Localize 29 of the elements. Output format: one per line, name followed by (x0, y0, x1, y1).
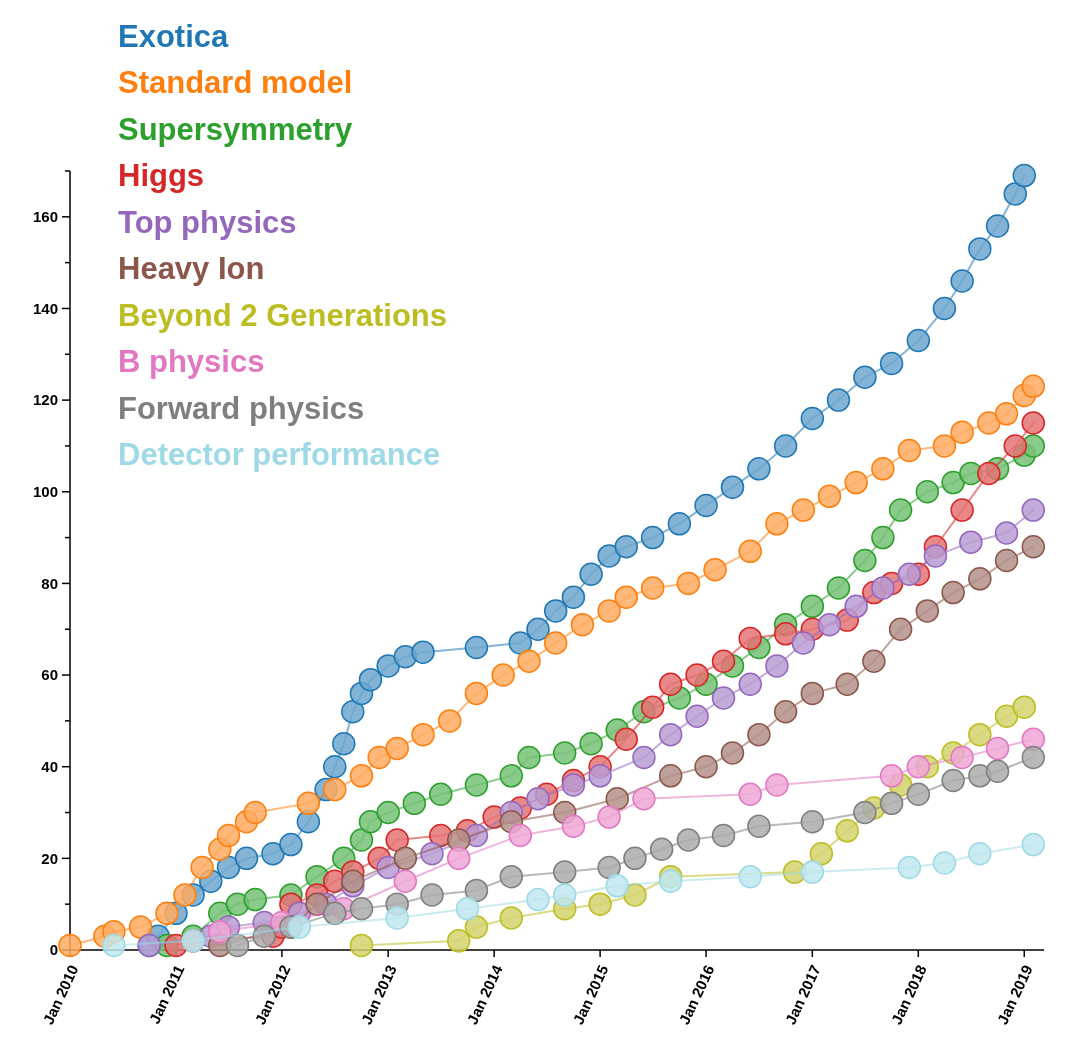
text: Forward physics (118, 390, 365, 426)
y-tick-label: 160 (32, 208, 58, 226)
x-tick-label: Jan 2019 (993, 962, 1036, 1027)
y-tick-label: 20 (41, 849, 58, 867)
text: Top physics (118, 204, 297, 240)
text: B physics (118, 344, 265, 380)
y-tick-label: 0 (49, 941, 58, 959)
y-tick-label: 100 (32, 483, 58, 501)
x-tick-label: Jan 2015 (569, 962, 612, 1027)
y-tick-label: 140 (32, 299, 58, 317)
text: Detector performance (118, 437, 441, 473)
y-tick-label: 40 (41, 757, 58, 775)
text: Beyond 2 Generations (118, 297, 448, 333)
x-tick-label: Jan 2018 (887, 962, 930, 1027)
x-tick-label: Jan 2014 (463, 961, 506, 1027)
x-tick-label: Jan 2011 (145, 962, 188, 1027)
x-tick-label: Jan 2010 (39, 962, 82, 1027)
text: Supersymmetry (118, 111, 354, 147)
text: Higgs (118, 158, 205, 194)
x-tick-label: Jan 2017 (781, 962, 824, 1027)
text: Exotica (118, 18, 230, 54)
x-tick-label: Jan 2016 (675, 962, 718, 1027)
x-tick-label: Jan 2012 (251, 962, 294, 1027)
text: Standard model (118, 65, 353, 101)
y-tick-label: 80 (41, 574, 58, 592)
y-tick-label: 60 (41, 666, 58, 684)
y-tick-label: 120 (32, 391, 58, 409)
x-tick-label: Jan 2013 (357, 962, 400, 1027)
text: Heavy Ion (118, 251, 265, 287)
